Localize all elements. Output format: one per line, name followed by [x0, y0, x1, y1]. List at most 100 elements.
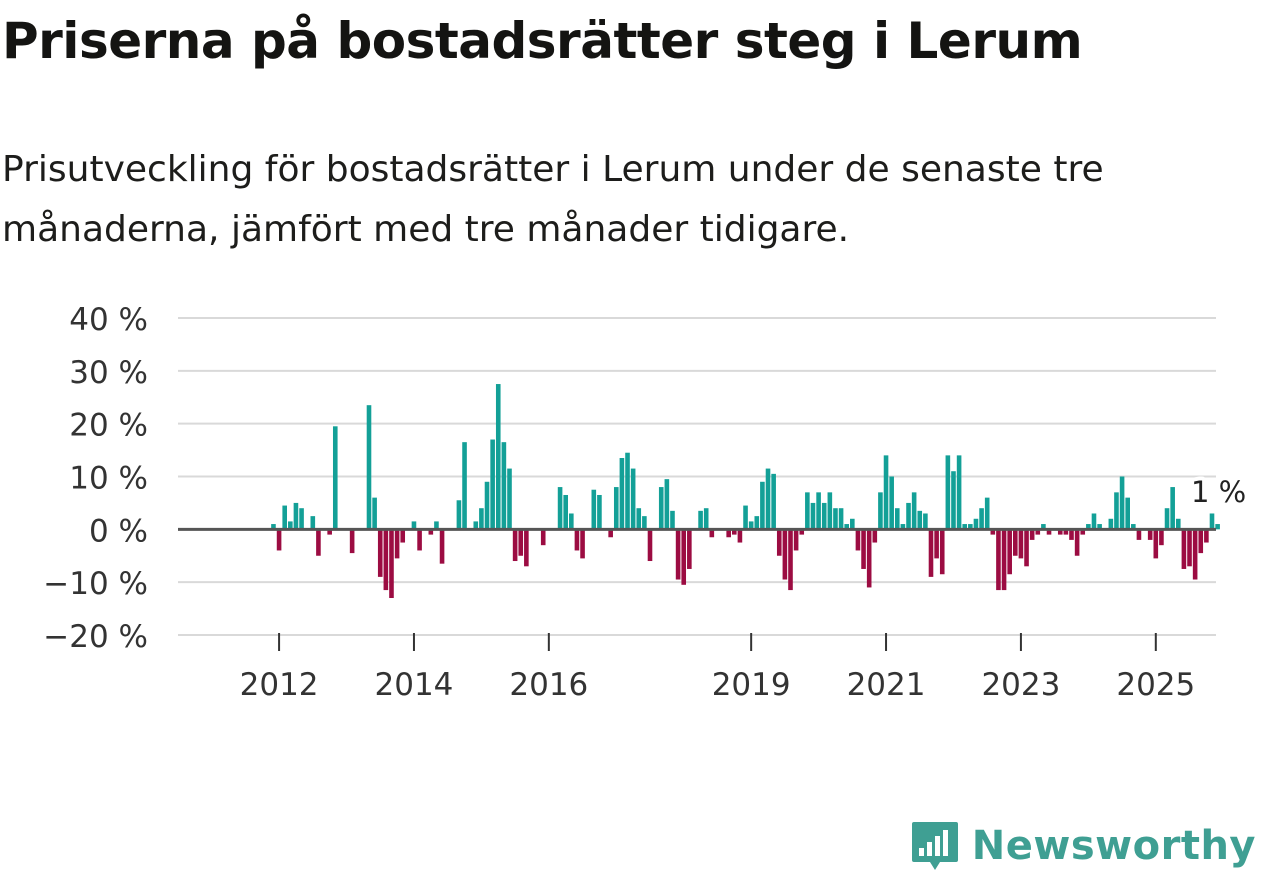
bar: [411, 521, 417, 530]
bar: [956, 455, 962, 530]
bar: [984, 497, 990, 530]
bar: [945, 455, 951, 530]
bar: [681, 529, 687, 585]
bars: [271, 384, 1220, 599]
bar: [1024, 529, 1029, 567]
bar: [1204, 529, 1209, 543]
bar: [906, 502, 911, 530]
bar: [1029, 529, 1035, 540]
bar: [928, 529, 934, 577]
bar: [394, 529, 400, 559]
bar: [569, 513, 574, 530]
x-tick-label: 2014: [375, 667, 454, 703]
bar: [518, 529, 524, 556]
x-tick-label: 2012: [240, 667, 319, 703]
bar: [625, 452, 630, 530]
newsworthy-logo-icon: [911, 822, 958, 870]
bar: [1097, 524, 1102, 530]
bar: [1192, 529, 1198, 580]
bar: [743, 505, 748, 530]
bar: [917, 510, 923, 530]
bar: [647, 529, 653, 562]
bar: [973, 518, 979, 530]
bar: [1170, 487, 1175, 530]
bar: [1069, 529, 1074, 540]
bar: [861, 529, 866, 569]
bar: [434, 521, 439, 530]
bar: [748, 521, 754, 530]
bar: [512, 529, 518, 562]
bar: [619, 458, 625, 530]
bar: [613, 487, 619, 530]
labels: −20 % −10 % 0 % 10 % 20 % 30 % 40 % 2012 2014 201…: [43, 302, 1250, 703]
x-tick-label: 2021: [847, 667, 926, 703]
bar: [658, 487, 664, 530]
bar: [900, 524, 906, 530]
bar: [299, 508, 304, 530]
bar: [507, 468, 512, 530]
bar: [1114, 492, 1119, 530]
bar: [1007, 529, 1012, 575]
bar: [1136, 529, 1142, 540]
bar: [574, 529, 580, 551]
bar: [889, 476, 894, 530]
bar: [428, 529, 434, 535]
bar: [726, 529, 731, 538]
bar: [962, 524, 968, 530]
bar: [878, 492, 883, 530]
bar: [799, 529, 805, 535]
y-tick-label: 10 %: [69, 461, 148, 497]
bar: [327, 529, 332, 535]
bar: [776, 529, 782, 556]
bar: [1018, 529, 1024, 559]
bar: [642, 516, 647, 530]
bar: [1041, 524, 1046, 530]
bar: [1125, 497, 1130, 530]
bar: [782, 529, 788, 580]
bar: [805, 492, 810, 530]
last-value-label: 1 %: [1191, 475, 1246, 509]
bar: [833, 508, 838, 530]
bar: [490, 439, 495, 530]
bar: [400, 529, 406, 543]
bar: [310, 516, 316, 530]
y-tick-label: 20 %: [69, 408, 148, 444]
x-tick-label: 2016: [509, 667, 588, 703]
bar: [501, 442, 507, 530]
bar: [597, 494, 602, 530]
bar: [951, 471, 956, 530]
bar: [332, 426, 338, 530]
bar: [1153, 529, 1159, 559]
bar: [630, 468, 636, 530]
bar: [1175, 518, 1181, 530]
bar: [771, 473, 776, 530]
bar: [1035, 529, 1041, 535]
bar: [1119, 476, 1125, 530]
bar: [816, 492, 821, 530]
bar: [979, 508, 984, 530]
bar: [911, 492, 917, 530]
x-tick-label: 2025: [1116, 667, 1195, 703]
bar: [788, 529, 793, 591]
bar: [495, 384, 501, 530]
bar: [1001, 529, 1007, 591]
bar: [821, 502, 827, 530]
bar: [872, 529, 878, 543]
bar: [760, 481, 765, 530]
bar: [709, 529, 715, 538]
bar: [563, 494, 568, 530]
bar: [850, 518, 855, 530]
y-tick-label: −20 %: [43, 619, 148, 655]
bar: [883, 455, 889, 530]
bar: [282, 505, 287, 530]
bar: [473, 521, 479, 530]
bar: [793, 529, 799, 551]
bar: [1181, 529, 1187, 569]
bar: [1080, 529, 1086, 535]
bar: [636, 508, 642, 530]
bar: [866, 529, 872, 588]
bar: [1215, 524, 1220, 530]
bar: [540, 529, 546, 546]
bar: [1209, 513, 1215, 530]
bar: [484, 481, 490, 530]
